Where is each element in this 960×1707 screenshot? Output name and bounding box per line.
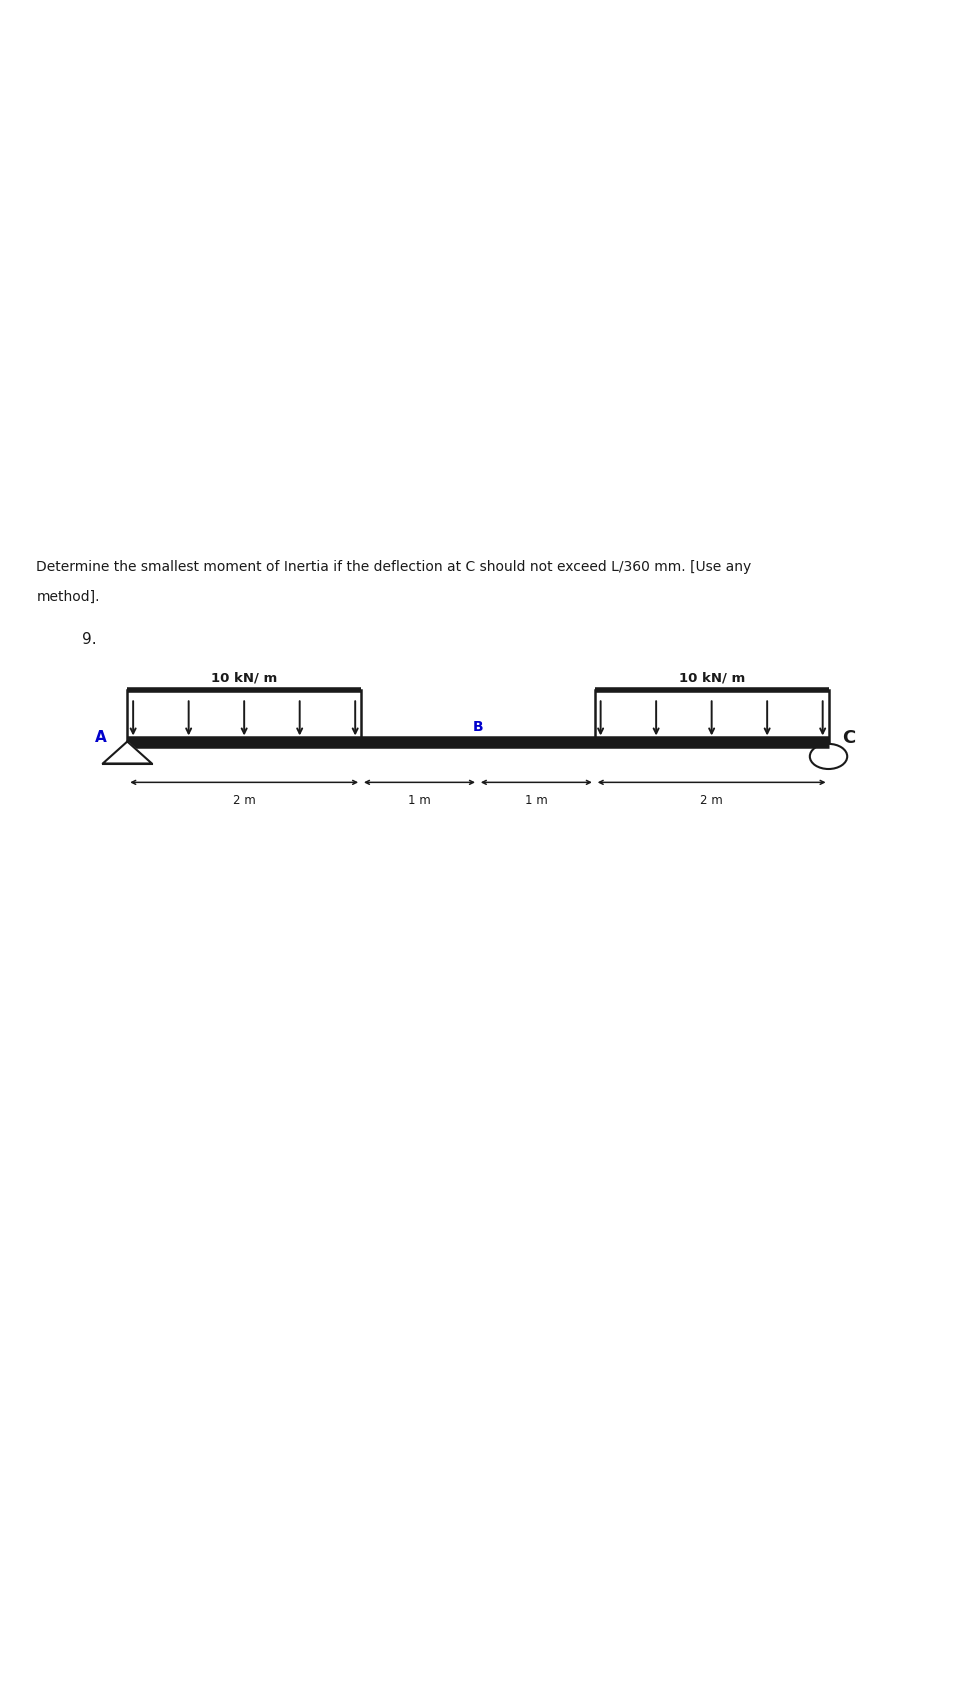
- Text: method].: method].: [36, 591, 100, 604]
- Text: C: C: [843, 729, 855, 748]
- Text: A: A: [94, 731, 107, 744]
- Text: 2 m: 2 m: [700, 794, 723, 807]
- Text: 10 kN/ m: 10 kN/ m: [211, 671, 277, 685]
- Text: 1 m: 1 m: [525, 794, 548, 807]
- Text: 1 m: 1 m: [408, 794, 431, 807]
- Text: 10 kN/ m: 10 kN/ m: [679, 671, 745, 685]
- Text: B: B: [472, 720, 483, 734]
- Text: Determine the smallest moment of Inertia if the deflection at C should not excee: Determine the smallest moment of Inertia…: [36, 560, 752, 574]
- Text: 9.: 9.: [82, 632, 96, 647]
- Text: 2 m: 2 m: [232, 794, 255, 807]
- Polygon shape: [103, 741, 152, 763]
